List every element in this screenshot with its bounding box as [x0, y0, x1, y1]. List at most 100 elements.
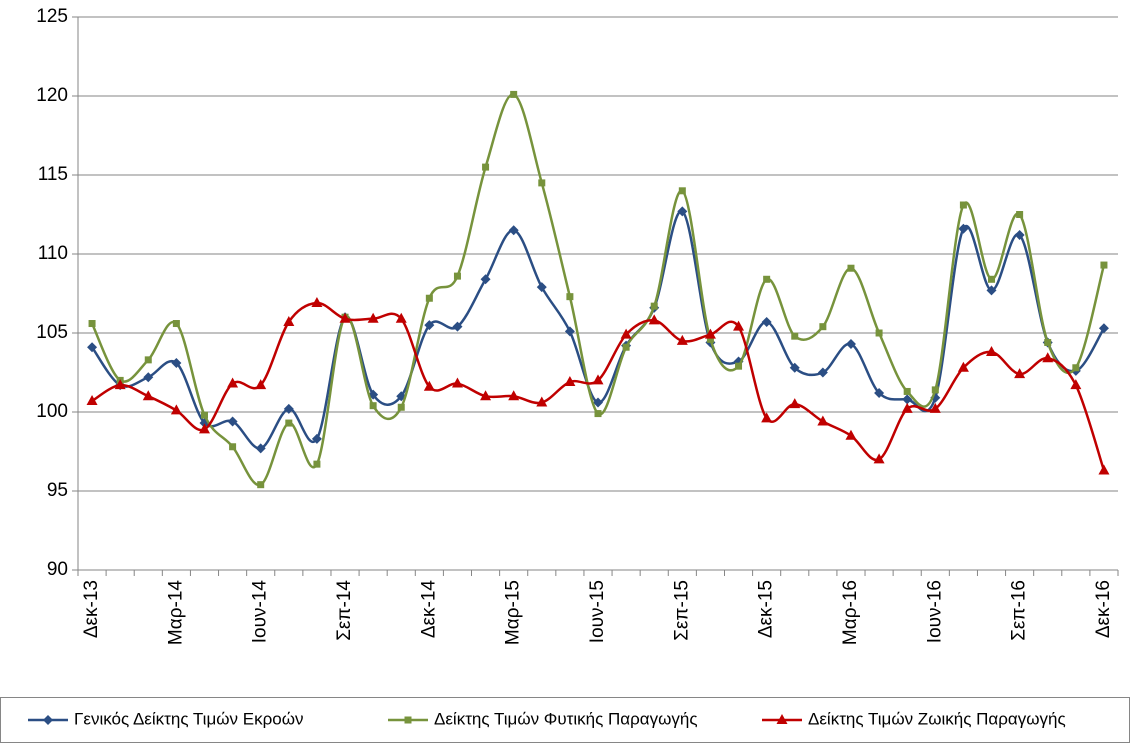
triangle-marker	[536, 396, 548, 407]
triangle-marker	[761, 412, 773, 423]
triangle-marker	[1070, 379, 1082, 390]
square-marker	[172, 320, 180, 328]
square-marker	[229, 443, 237, 451]
square-marker	[791, 332, 799, 340]
triangle-marker	[1014, 368, 1026, 379]
triangle-marker	[311, 296, 323, 307]
x-tick-label: Ιουν-15	[587, 580, 608, 643]
diamond-marker	[227, 416, 238, 427]
diamond-marker	[508, 225, 519, 236]
triangle-marker	[142, 390, 154, 401]
diamond-marker	[536, 282, 547, 293]
triangle-marker	[170, 404, 182, 415]
y-tick-label: 120	[36, 85, 68, 106]
triangle-marker	[957, 361, 969, 372]
square-marker	[847, 264, 855, 272]
square-marker	[735, 362, 743, 370]
y-tick-label: 125	[36, 6, 68, 27]
series-line	[91, 210, 1106, 450]
triangle-marker	[704, 328, 716, 339]
x-tick-label: Δεκ-15	[756, 580, 777, 638]
square-marker	[988, 275, 996, 283]
diamond-marker	[1098, 323, 1109, 334]
triangle-marker	[1042, 352, 1054, 363]
triangle-marker	[367, 312, 379, 323]
square-marker	[88, 320, 96, 328]
diamond-marker	[87, 342, 98, 353]
square-marker	[903, 387, 911, 395]
diamond-marker	[255, 443, 266, 454]
square-marker	[959, 201, 967, 209]
x-tick-label: Μαρ-16	[840, 580, 861, 645]
triangle-marker	[592, 374, 604, 385]
triangle-marker	[508, 390, 520, 401]
x-tick-label: Σεπ-16	[1009, 580, 1030, 641]
diamond-marker	[845, 339, 856, 350]
square-marker	[819, 323, 827, 331]
triangle-marker	[395, 312, 407, 323]
square-marker	[144, 356, 152, 364]
x-tick-label: Ιουν-16	[924, 580, 945, 643]
triangle-marker	[986, 345, 998, 356]
legend-label: Γενικός Δείκτης Τιμών Εκροών	[74, 709, 304, 728]
square-marker	[594, 410, 602, 418]
diamond-marker	[817, 367, 828, 378]
triangle-marker	[255, 379, 267, 390]
triangle-marker	[86, 394, 98, 405]
triangle-marker	[845, 429, 857, 440]
diamond-marker	[593, 397, 603, 408]
square-marker	[482, 163, 490, 171]
triangle-marker	[480, 390, 492, 401]
triangle-marker	[676, 334, 688, 345]
x-tick-label: Δεκ-13	[81, 580, 102, 638]
x-tick-label: Μαρ-15	[503, 580, 524, 645]
y-tick-label: 110	[38, 243, 68, 264]
legend-label: Δείκτης Τιμών Φυτικής Παραγωγής	[434, 709, 698, 728]
square-marker	[397, 403, 405, 411]
y-tick-label: 100	[36, 401, 68, 422]
diamond-marker	[311, 433, 322, 444]
square-marker	[650, 302, 658, 310]
x-tick-label: Μαρ-14	[165, 580, 186, 646]
triangle-marker	[339, 312, 351, 323]
square-marker	[510, 90, 518, 98]
square-marker	[1044, 338, 1052, 346]
diamond-marker	[986, 285, 997, 296]
square-marker	[875, 329, 883, 337]
diamond-marker	[283, 403, 294, 414]
square-marker	[1072, 364, 1080, 372]
square-marker	[538, 179, 546, 187]
square-marker	[678, 187, 686, 195]
square-marker	[313, 460, 321, 468]
square-marker	[1100, 261, 1108, 269]
x-tick-label: Σεπ-15	[671, 580, 692, 641]
triangle-marker	[227, 377, 239, 388]
triangle-marker	[423, 380, 435, 391]
square-marker	[763, 275, 771, 283]
triangle-marker	[620, 328, 632, 339]
series-line	[91, 301, 1106, 471]
square-marker	[369, 402, 377, 410]
square-marker	[257, 481, 265, 489]
square-marker	[453, 272, 461, 280]
triangle-marker	[929, 402, 941, 413]
triangle-marker	[648, 314, 660, 325]
x-tick-label: Δεκ-16	[1093, 580, 1114, 638]
square-marker	[404, 716, 412, 724]
square-marker	[425, 294, 433, 302]
diamond-marker	[677, 206, 688, 217]
square-marker	[285, 419, 293, 427]
diamond-marker	[43, 715, 53, 725]
square-marker	[622, 343, 630, 351]
diamond-marker	[171, 358, 182, 369]
triangle-marker	[198, 423, 210, 434]
triangle-marker	[789, 398, 801, 409]
diamond-marker	[902, 394, 913, 405]
x-tick-label: Σεπ-14	[334, 580, 355, 641]
y-tick-label: 95	[47, 480, 68, 501]
x-tick-label: Ιουν-14	[250, 580, 271, 644]
square-marker	[200, 411, 208, 419]
diamond-marker	[789, 362, 800, 373]
triangle-marker	[283, 315, 295, 326]
